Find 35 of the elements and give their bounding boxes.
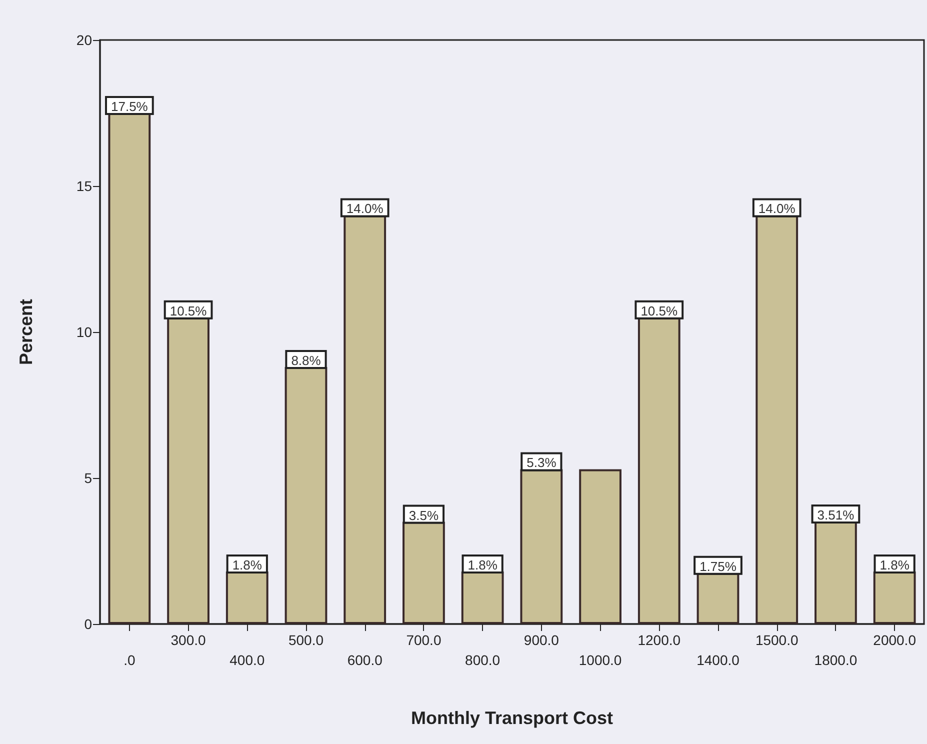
- x-tick-label: 1800.0: [814, 652, 858, 668]
- x-tick-label: 600.0: [347, 652, 383, 668]
- x-tick-label: 2000.0: [873, 632, 916, 648]
- x-tick-label: 1000.0: [578, 652, 622, 668]
- data-label: 17.5%: [110, 99, 148, 114]
- data-label: 5.3%: [526, 455, 557, 470]
- y-tick-label: 20: [76, 32, 92, 48]
- data-label: 3.5%: [408, 508, 439, 523]
- x-tick-label: 400.0: [230, 652, 265, 668]
- x-tick-label: 1400.0: [696, 652, 740, 668]
- data-label: 14.0%: [346, 201, 384, 216]
- data-label: 10.5%: [170, 303, 208, 318]
- x-axis-title: Monthly Transport Cost: [411, 708, 614, 728]
- x-tick-label: 700.0: [406, 632, 442, 648]
- x-tick-label: 500.0: [288, 632, 324, 648]
- data-label: 1.8%: [880, 557, 910, 572]
- data-label: 1.75%: [700, 558, 737, 574]
- y-axis-title: Percent: [16, 298, 36, 366]
- data-label: 10.5%: [640, 303, 678, 318]
- data-label: 1.8%: [232, 557, 262, 572]
- x-tick-label: .0: [124, 652, 136, 668]
- x-tick-label: 300.0: [170, 632, 206, 648]
- y-tick-label: 5: [84, 470, 92, 486]
- x-tick-label: 1500.0: [755, 632, 798, 648]
- x-tick-label: 800.0: [465, 652, 500, 668]
- y-tick-label: 0: [84, 616, 92, 632]
- x-tick-label: 900.0: [524, 632, 560, 648]
- data-label: 1.8%: [468, 557, 498, 572]
- data-label: 8.8%: [291, 353, 322, 368]
- y-tick-label: 15: [76, 178, 92, 194]
- data-label: 14.0%: [758, 201, 796, 216]
- bar: [579, 469, 622, 624]
- y-tick-label: 10: [76, 324, 92, 340]
- data-label: 3.51%: [817, 508, 855, 523]
- x-tick-label: 1200.0: [638, 632, 681, 648]
